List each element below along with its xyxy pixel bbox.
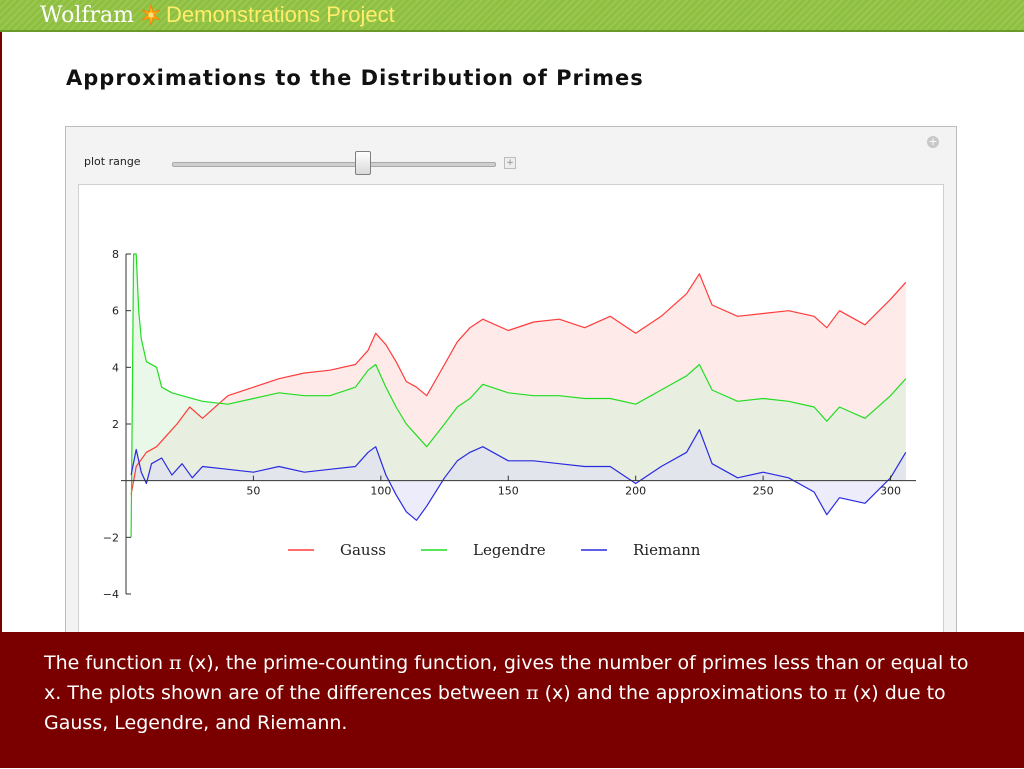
brand-project: Demonstrations Project [166,2,395,27]
plus-icon[interactable]: + [927,135,939,148]
spikey-icon [141,4,161,26]
y-tick-label: −4 [103,588,119,601]
pi-symbol: π [526,682,539,704]
legendre-series-line [130,253,907,538]
slider-label: plot range [84,155,141,168]
plot-panel: 50 100 150 200 250 300 8 6 4 2 −2 −4 Gauss Legendre R… [78,184,944,646]
caption-part-1: The function [44,652,170,674]
pi-symbol: π [834,682,847,704]
x-tick-label: 200 [625,485,646,498]
riemann-legend-label: Riemann [633,541,701,559]
demonstration-panel: + plot range + 50 100 150 200 250 300 8 6 4 2 −2 −4… [65,126,957,648]
legendre-legend-label: Legendre [473,541,546,559]
left-rule [0,32,2,632]
brand-logo[interactable]: Wolfram Demonstrations Project [40,1,395,29]
slider-expand-icon[interactable]: + [504,157,516,169]
x-tick-label: 250 [753,485,774,498]
caption-band: The function π (x), the prime-counting f… [0,632,1024,768]
caption-text: The function π (x), the prime-counting f… [44,648,984,738]
y-tick-label: −2 [103,531,119,544]
x-tick-label: 100 [370,485,391,498]
y-tick-label: 6 [112,305,119,318]
y-tick-label: 4 [112,361,119,374]
x-tick-label: 50 [246,485,260,498]
plot-range-slider[interactable] [172,162,496,167]
brand-name: Wolfram [40,2,135,28]
y-tick-label: 2 [112,418,119,431]
pi-symbol: π [169,652,182,674]
wolfram-banner: Wolfram Demonstrations Project [0,0,1024,32]
page-title: Approximations to the Distribution of Pr… [66,66,644,90]
gauss-legend-label: Gauss [340,541,386,559]
x-tick-label: 150 [498,485,519,498]
caption-part-4: (x) due to Gauss, Legendre, and Riemann. [44,682,946,734]
caption-part-2: (x), the prime-counting function, gives … [44,652,969,704]
slider-thumb[interactable] [355,151,372,175]
gauss-series-line [130,273,907,495]
caption-part-3: (x) and the approximations to [538,682,835,704]
x-tick-label: 300 [880,485,901,498]
riemann-series-line [130,429,907,521]
riemann-area [131,429,906,521]
y-tick-label: 8 [112,248,119,261]
